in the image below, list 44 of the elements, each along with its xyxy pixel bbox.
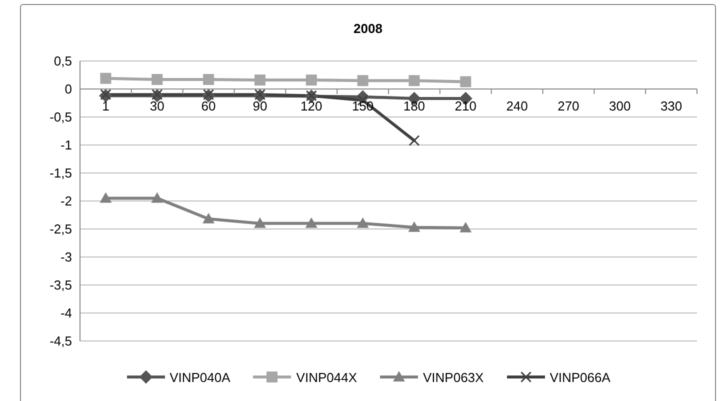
- point: [357, 75, 368, 86]
- point: [408, 221, 420, 232]
- x-tick-label: 210: [454, 98, 476, 114]
- x-tick-label: 270: [558, 98, 580, 114]
- legend-label: VINP063X: [423, 370, 484, 384]
- x-tick-label: 30: [150, 98, 164, 114]
- legend-label: VINP040A: [170, 370, 230, 384]
- point: [100, 72, 112, 84]
- point: [254, 74, 266, 86]
- y-tick-label: -2,5: [50, 222, 72, 237]
- y-tick-label: 0: [64, 82, 72, 97]
- point: [203, 74, 214, 85]
- y-tick-label: -1,5: [50, 166, 72, 181]
- point: [306, 74, 317, 86]
- x-tick-label: 240: [506, 98, 528, 114]
- point: [408, 134, 420, 146]
- x-tick-label: 180: [403, 98, 426, 114]
- x-tick-label: 90: [252, 98, 268, 114]
- y-tick-label: -2: [60, 194, 72, 209]
- point: [460, 76, 472, 88]
- y-tick-label: -3: [60, 250, 72, 265]
- y-tick-label: -4: [60, 306, 72, 321]
- point: [151, 192, 164, 203]
- x-tick-label: 60: [201, 98, 216, 114]
- point: [152, 74, 163, 85]
- point: [460, 222, 472, 232]
- point: [254, 217, 266, 228]
- y-tick-label: -0,5: [50, 110, 72, 125]
- chart-title: 2008: [352, 21, 384, 36]
- x-tick-label: 300: [609, 98, 631, 114]
- legend-label: VINP044X: [296, 370, 357, 384]
- x-tick-label: 120: [300, 98, 322, 114]
- y-tick-label: -1: [60, 138, 72, 153]
- y-tick-label: -3,5: [50, 278, 72, 293]
- point: [100, 192, 112, 203]
- y-tick-label: -4,5: [50, 334, 72, 349]
- point: [356, 217, 369, 228]
- x-tick-label: 330: [660, 98, 682, 114]
- point: [408, 75, 420, 86]
- legend-label: VINP066A: [550, 370, 610, 384]
- y-tick-label: 0,5: [54, 54, 72, 69]
- x-tick-label: 1: [102, 98, 110, 114]
- point: [202, 212, 215, 224]
- point: [305, 217, 318, 228]
